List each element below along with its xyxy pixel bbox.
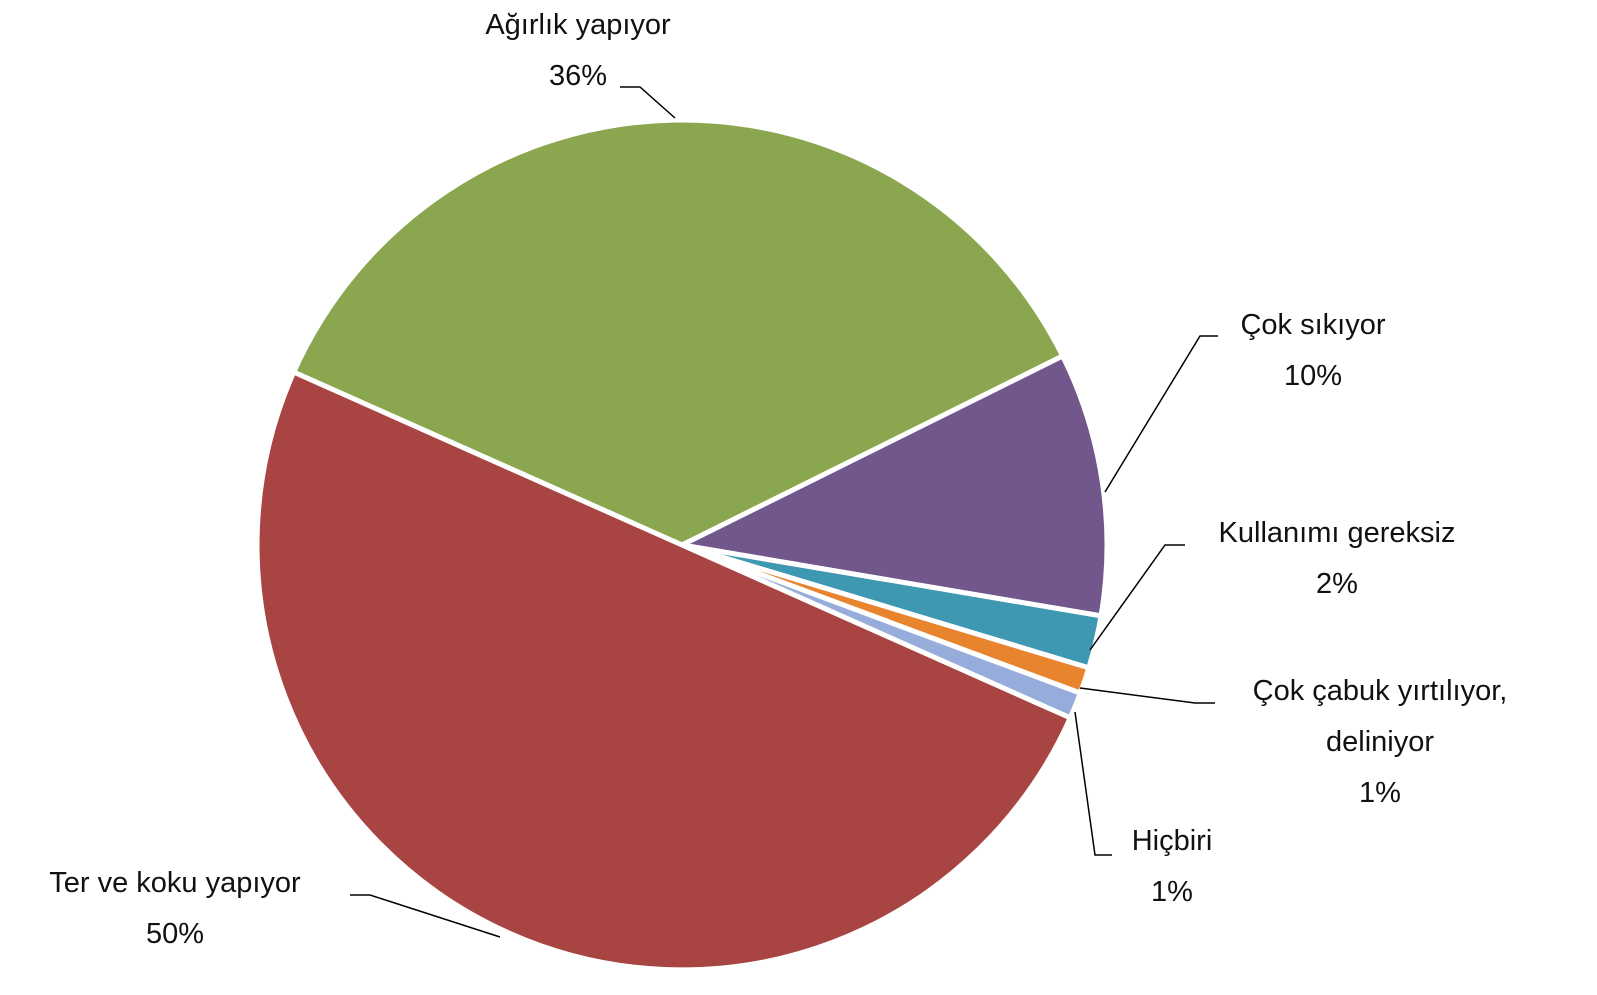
category-name: Çok sıkıyor <box>1240 309 1386 341</box>
value-label: 50% <box>145 918 205 950</box>
leader-line <box>1089 544 1185 651</box>
slice-label: Çok sıkıyor 10% <box>1240 300 1385 402</box>
value-label: 1% <box>1359 777 1401 809</box>
pie-slice <box>254 369 1073 973</box>
slice-label: Çok çabuk yırtılıyor, deliniyor 1% <box>1210 666 1550 819</box>
slice-label: Kullanımı gereksiz 2% <box>1219 508 1456 610</box>
pie-slice <box>679 353 1110 619</box>
leader-line <box>620 86 676 119</box>
category-name: Ter ve koku yapıyor <box>49 867 301 899</box>
value-label: 36% <box>548 60 608 92</box>
category-name: Hiçbiri <box>1131 825 1213 857</box>
leader-line <box>1104 335 1218 493</box>
value-label: 2% <box>1316 568 1358 600</box>
leader-line <box>350 894 501 938</box>
category-name: Ağırlık yapıyor <box>485 9 671 41</box>
value-label: 10% <box>1283 360 1343 392</box>
pie-slice <box>291 117 1066 548</box>
category-name: Çok çabuk yırtılıyor, deliniyor <box>1252 675 1508 758</box>
slice-label: Ağırlık yapıyor 36% <box>485 0 670 102</box>
category-name: Kullanımı gereksiz <box>1218 517 1456 549</box>
slice-label: Hiçbiri 1% <box>1132 816 1213 918</box>
value-label: 1% <box>1151 876 1193 908</box>
leader-line <box>1074 711 1112 856</box>
slice-label: Ter ve koku yapıyor 50% <box>49 858 300 960</box>
leader-line <box>1079 687 1215 704</box>
